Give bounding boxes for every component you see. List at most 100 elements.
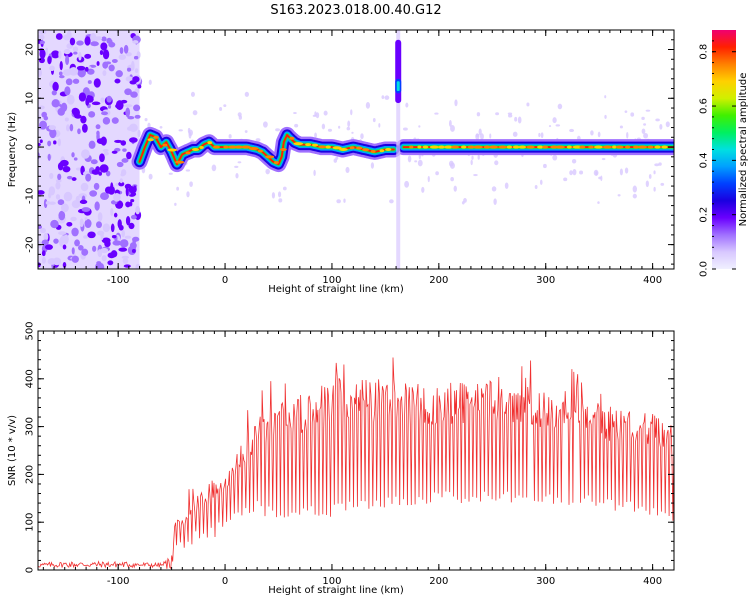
ridge-peak xyxy=(429,145,439,149)
noise-blob xyxy=(74,114,82,119)
ridge-peak xyxy=(602,145,612,149)
speckle xyxy=(271,192,276,199)
ridge-peak xyxy=(349,146,355,150)
noise-blob xyxy=(74,239,80,247)
speckle xyxy=(450,125,455,132)
noise-blob xyxy=(81,149,90,159)
noise-blob xyxy=(38,115,42,122)
noise-blob xyxy=(122,258,129,264)
noise-blob xyxy=(47,153,51,161)
speckle xyxy=(470,159,473,166)
ridge-peak xyxy=(339,148,348,151)
noise-blob xyxy=(62,165,71,173)
noise-blob xyxy=(133,55,139,60)
speckle xyxy=(185,169,191,172)
speckle xyxy=(448,120,452,127)
spectrogram-y-tick-label: -20 xyxy=(25,236,36,252)
speckle xyxy=(223,104,227,108)
speckle xyxy=(540,132,544,139)
speckle xyxy=(495,112,500,116)
ridge-peak xyxy=(207,141,213,145)
noise-blob xyxy=(107,260,114,266)
ridge-peak xyxy=(512,145,520,149)
snr-series-line xyxy=(38,357,674,570)
speckle xyxy=(604,114,607,119)
speckle xyxy=(461,201,465,205)
snr-x-tick-label: 400 xyxy=(643,576,662,587)
ridge-peak xyxy=(325,145,331,149)
speckle xyxy=(378,123,381,128)
noise-blob xyxy=(123,264,131,268)
ridge-peak xyxy=(550,145,558,149)
snr-x-axis-label: Height of straight line (km) xyxy=(268,585,404,596)
noise-blob xyxy=(59,159,69,167)
speckle xyxy=(235,173,239,179)
noise-blob xyxy=(102,223,110,233)
speckle xyxy=(327,128,333,132)
ridge-peak xyxy=(174,160,185,164)
noise-blob xyxy=(97,230,105,236)
noise-blob xyxy=(111,117,119,124)
ridge-peak xyxy=(566,145,572,149)
speckle xyxy=(370,162,375,169)
noise-blob xyxy=(130,91,138,98)
speckle xyxy=(228,134,232,139)
speckle xyxy=(148,173,153,180)
noise-blob xyxy=(94,201,100,211)
noise-blob xyxy=(59,61,63,71)
snr-panel: -100 0 100 200 300 400 0 100 200 300 400 500 Height … xyxy=(7,321,675,596)
speckle xyxy=(619,125,623,129)
spectrogram-y-tick-label: 0 xyxy=(25,144,36,150)
noise-blob xyxy=(66,175,73,180)
noise-blob xyxy=(64,86,71,96)
noise-blob xyxy=(71,200,81,209)
speckle xyxy=(595,171,598,176)
ridge-peak xyxy=(167,148,178,152)
noise-blob xyxy=(110,223,115,233)
noise-blob xyxy=(92,245,97,252)
ridge-peak xyxy=(257,149,263,153)
ridge-peak xyxy=(518,145,527,149)
noise-blob xyxy=(50,219,59,229)
noise-blob xyxy=(102,117,111,125)
ridge-peak xyxy=(362,148,370,152)
noise-blob xyxy=(125,107,131,118)
noise-blob xyxy=(53,238,59,244)
speckle xyxy=(265,168,270,175)
noise-blob xyxy=(104,240,111,248)
noise-blob xyxy=(117,219,122,229)
noise-blob xyxy=(84,219,92,229)
noise-blob xyxy=(78,51,82,61)
noise-blob xyxy=(132,76,140,83)
noise-blob xyxy=(124,88,132,96)
noise-blob xyxy=(70,216,77,222)
noise-blob xyxy=(41,256,46,264)
speckle xyxy=(517,116,522,124)
noise-blob xyxy=(69,123,74,132)
speckle xyxy=(321,123,326,130)
snr-y-tick-label: 300 xyxy=(25,417,36,436)
spectrogram-frame xyxy=(37,29,675,270)
speckle xyxy=(417,159,423,167)
noise-blob xyxy=(43,232,49,241)
ridge-peak xyxy=(234,145,243,149)
ridge-peak xyxy=(467,145,475,149)
noise-blob xyxy=(102,70,107,77)
noise-blob xyxy=(95,166,100,173)
ridge-peak xyxy=(579,145,586,149)
snr-x-tick-label: 300 xyxy=(536,576,555,587)
speckle xyxy=(450,176,454,182)
noise-blob xyxy=(57,173,62,181)
speckle xyxy=(278,198,283,203)
noise-blob xyxy=(130,214,137,220)
speckle xyxy=(563,177,568,182)
noise-blob xyxy=(69,37,76,46)
noise-blob xyxy=(49,65,55,72)
noise-blob xyxy=(63,191,73,202)
noise-blob xyxy=(60,203,69,213)
speckle xyxy=(641,116,645,121)
speckle xyxy=(453,185,457,192)
noise-blob xyxy=(65,78,73,86)
noise-blob xyxy=(135,205,141,215)
noise-blob xyxy=(58,50,62,59)
